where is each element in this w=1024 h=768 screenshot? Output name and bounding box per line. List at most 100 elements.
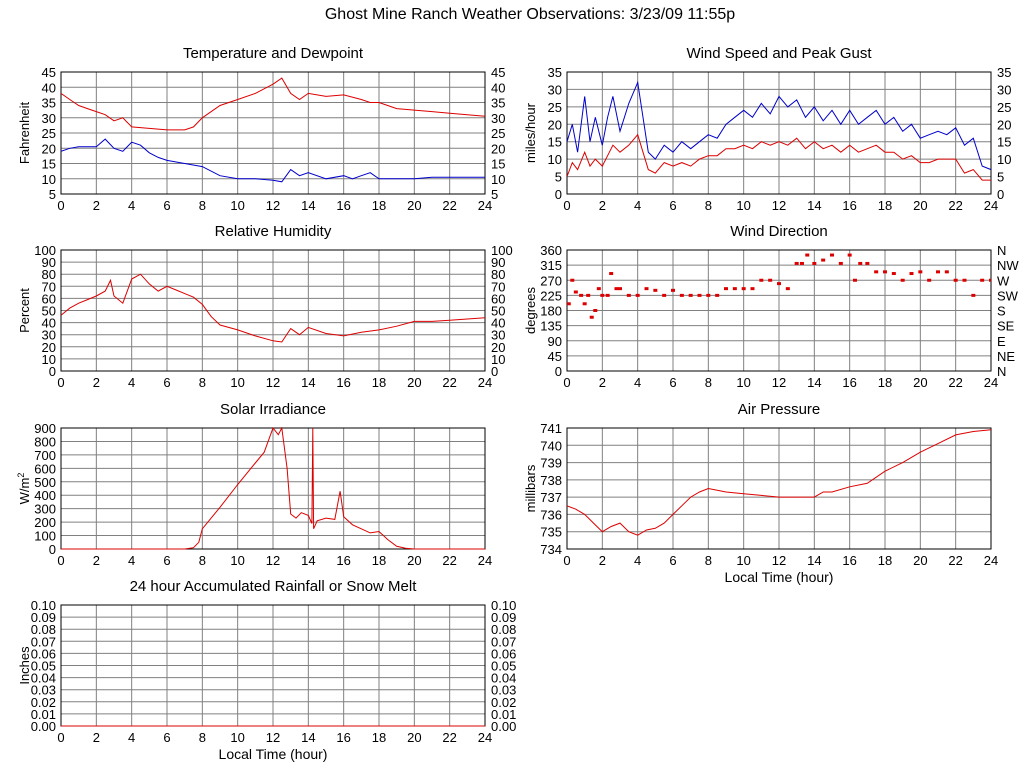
winddir-point [706,293,711,297]
wind-xtick-label: 4 [634,198,641,213]
temp-frame [60,71,486,195]
winddir-xtick-label: 2 [599,375,606,390]
solar-xtick-label: 4 [128,553,135,568]
wind-ytick-label-right: 20 [997,117,1011,132]
solar-ytick-label: 700 [34,448,56,463]
winddir-point [812,261,817,265]
humidity-ytick-label: 50 [42,304,56,319]
winddir-xtick-label: 6 [669,375,676,390]
humidity-xtick-label: 12 [266,375,280,390]
page-title: Ghost Mine Ranch Weather Observations: 3… [324,6,736,23]
humidity-ytick-label: 80 [42,267,56,282]
winddir-point [909,272,914,276]
pressure-ytick-label: 735 [540,525,562,540]
temp-xtick-label: 24 [478,198,492,213]
humidity-ytick-label: 90 [42,255,56,270]
temp-ytick-label-right: 25 [491,126,505,141]
winddir-point [858,261,863,265]
winddir-point [874,270,879,274]
rain-ytick-label: 0.05 [31,659,56,674]
rain-ytick-label: 0.06 [31,646,56,661]
rain-ytick-label-right: 0.06 [491,646,516,661]
humidity-ytick-label-right: 40 [491,316,505,331]
winddir-ytick-label: 0 [555,364,562,379]
winddir-point [579,293,584,297]
winddir-point [838,261,843,265]
humidity-frame [60,249,486,372]
temp-ylabel: Fahrenheit [17,102,32,165]
rain-chart: 24 hour Accumulated Rainfall or Snow Mel… [17,578,516,762]
winddir-point [777,282,781,286]
winddir-point [759,278,764,282]
rain-xtick-label: 4 [128,730,135,745]
humidity-xtick-label: 20 [407,375,421,390]
winddir-point [635,293,640,297]
temp-xtick-label: 4 [128,198,135,213]
temp-xtick-label: 20 [407,198,421,213]
rain-xtick-label: 18 [372,730,386,745]
temp-xtick-label: 0 [57,198,64,213]
rain-xtick-label: 14 [301,730,315,745]
solar-xtick-label: 16 [336,553,350,568]
pressure-frame [566,427,992,550]
wind-xtick-label: 2 [599,198,606,213]
humidity-ytick-label-right: 60 [491,291,505,306]
winddir-xtick-label: 22 [948,375,962,390]
humidity-xtick-label: 22 [442,375,456,390]
wind-xtick-label: 20 [913,198,927,213]
temp-xtick-label: 22 [442,198,456,213]
pressure-xtick-label: 16 [842,553,856,568]
winddir-point [847,253,852,257]
pressure-ytick-label: 736 [540,507,562,522]
winddir-point [794,261,799,265]
wind-title: Wind Speed and Peak Gust [686,45,872,62]
winddir-compass-label: N [997,243,1006,258]
pressure-xtick-label: 8 [705,553,712,568]
solar-series-0 [61,427,485,550]
winddir-point [570,278,575,282]
solar-xtick-label: 18 [372,553,386,568]
pressure-xtick-label: 6 [669,553,676,568]
rain-ytick-label: 0.00 [31,719,56,734]
rain-ytick-label-right: 0.00 [491,719,516,734]
rain-xtick-label: 22 [442,730,456,745]
rain-ytick-label-right: 0.10 [491,598,516,613]
temp-ytick-label: 5 [49,187,56,202]
wind-xtick-label: 14 [807,198,821,213]
temp-ytick-label: 25 [42,126,56,141]
winddir-frame [566,249,992,372]
pressure-ytick-label: 739 [540,456,562,471]
rain-ytick-label-right: 0.04 [491,671,516,686]
winddir-point [953,278,958,282]
pressure-ytick-label: 740 [540,438,562,453]
wind-ytick-label-right: 15 [997,135,1011,150]
temp-ytick-label-right: 45 [491,65,505,80]
humidity-ytick-label-right: 20 [491,340,505,355]
winddir-compass-label: SW [997,288,1019,303]
solar-ytick-label: 0 [49,542,56,557]
winddir-point [750,287,755,291]
pressure-ytick-label: 734 [540,542,562,557]
solar-ytick-label: 800 [34,434,56,449]
humidity-xtick-label: 10 [230,375,244,390]
temp-xtick-label: 12 [266,198,280,213]
pressure-xtick-label: 24 [984,553,998,568]
wind-ytick-label: 0 [555,187,562,202]
rain-xtick-label: 12 [266,730,280,745]
wind-ytick-label-right: 30 [997,82,1011,97]
wind-series-1 [567,133,991,181]
rain-ytick-label-right: 0.07 [491,634,516,649]
winddir-point [697,293,702,297]
humidity-xtick-label: 6 [163,375,170,390]
winddir-point [805,253,810,257]
winddir-point [605,293,610,297]
humidity-ytick-label-right: 50 [491,304,505,319]
winddir-compass-label: W [997,273,1010,288]
wind-ytick-label-right: 35 [997,65,1011,80]
pressure-xtick-label: 14 [807,553,821,568]
winddir-point [971,293,976,297]
rain-ytick-label-right: 0.09 [491,610,516,625]
